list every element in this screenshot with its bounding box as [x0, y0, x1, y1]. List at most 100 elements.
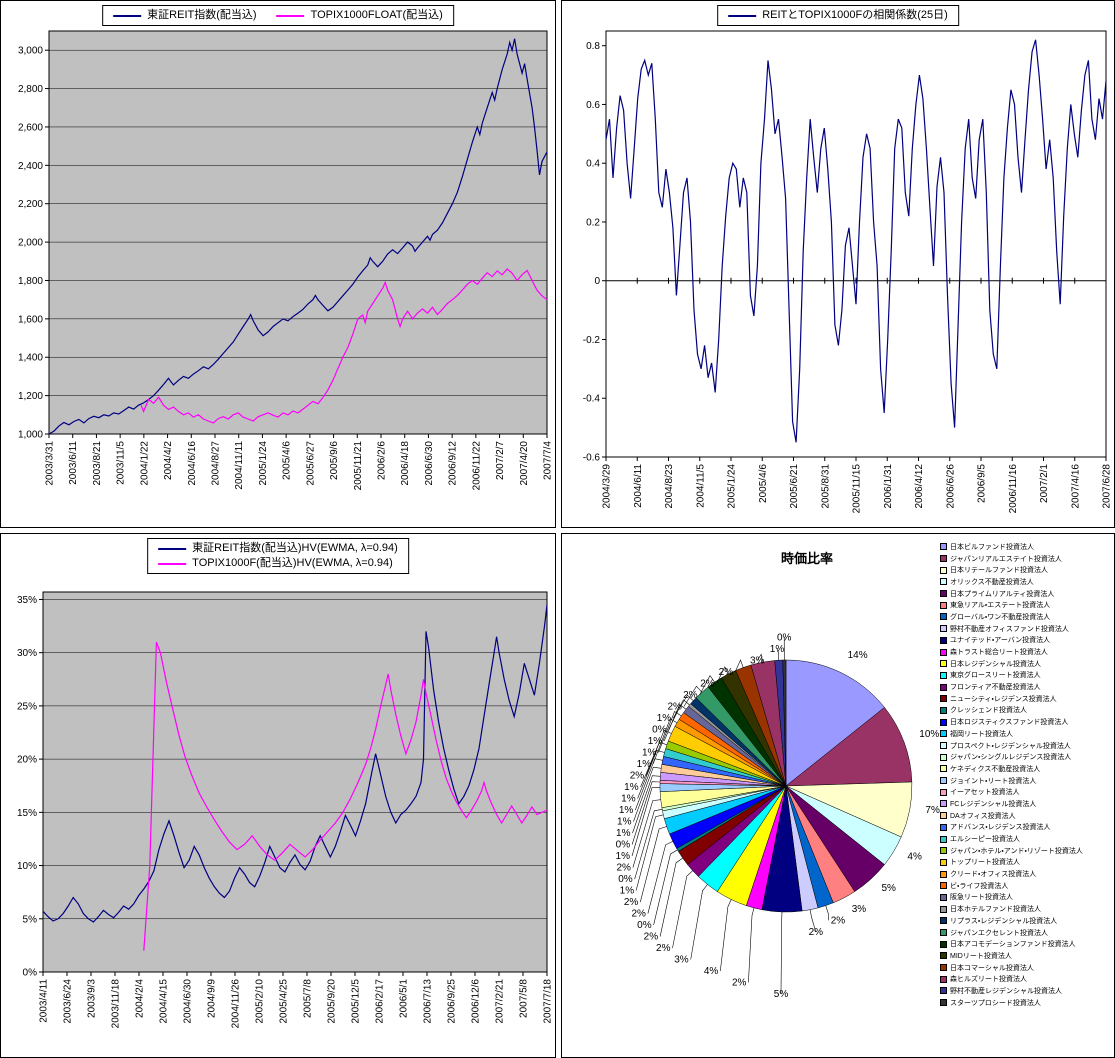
x-tick-label: 2005/4/25	[279, 979, 290, 1024]
x-tick-label: 2004/11/5	[695, 464, 706, 508]
pie-legend-item: ジャパンリアルエステイト投資法人	[940, 553, 1112, 565]
pie-label-leader	[699, 675, 715, 696]
pie-legend-item: ジョイント・リート投資法人	[940, 775, 1112, 787]
pie-legend-item: 森トラスト総合リート投資法人	[940, 646, 1112, 658]
pie-slice-label: 0%	[616, 840, 631, 851]
pie-chart-title: 時価比率	[780, 551, 833, 566]
x-tick-label: 2003/6/24	[63, 979, 74, 1024]
pie-legend-swatch-icon	[940, 765, 947, 773]
pie-legend-item: リプラス・レジデンシャル投資法人	[940, 915, 1112, 927]
pie-legend-item: 東急リアル・エステート投資法人	[940, 599, 1112, 611]
pie-label-leader	[756, 653, 763, 663]
pie-legend-label: 日本リテールファンド投資法人	[950, 567, 1048, 575]
x-tick-label: 2004/8/23	[664, 464, 675, 509]
x-tick-label: 2005/9/6	[329, 441, 340, 480]
pie-legend-swatch-icon	[940, 964, 947, 972]
pie-slice-label: 0%	[637, 920, 652, 931]
pie-legend-item: クリード・オフィス投資法人	[940, 868, 1112, 880]
pie-slice-label: 2%	[616, 863, 631, 874]
x-tick-label: 2003/4/11	[39, 979, 50, 1023]
y-tick-label: 1,400	[18, 353, 43, 364]
pie-legend-swatch-icon	[940, 835, 947, 843]
pie-legend-swatch-icon	[940, 706, 947, 714]
pie-legend-item: フロンティア不動産投資法人	[940, 681, 1112, 693]
pie-slice-label: 2%	[831, 915, 846, 926]
x-tick-label: 2006/9/12	[448, 441, 459, 486]
y-tick-label: 0	[594, 276, 600, 287]
x-tick-label: 2006/11/22	[471, 441, 482, 491]
x-tick-label: 2007/7/4	[543, 441, 554, 480]
x-tick-label: 2005/8/31	[820, 464, 831, 509]
x-tick-label: 2006/9/5	[977, 464, 988, 503]
legend-item-topix-hv: TOPIX1000F(配当込)HV(EWMA, λ=0.94)	[158, 556, 393, 571]
pie-label-leader	[647, 841, 673, 914]
x-tick-label: 2003/11/18	[111, 979, 122, 1029]
x-tick-label: 2005/12/5	[351, 979, 362, 1024]
plot-area	[605, 30, 1107, 458]
pie-legend-swatch-icon	[940, 695, 947, 703]
pie-legend-swatch-icon	[940, 543, 947, 551]
plot-area	[48, 30, 548, 435]
x-tick-label: 2004/6/16	[187, 441, 198, 486]
pie-legend-item: クレッシェンド投資法人	[940, 705, 1112, 717]
x-tick-label: 2003/6/11	[68, 441, 79, 485]
pie-legend-item: DAオフィス投資法人	[940, 810, 1112, 822]
y-tick-label: 20%	[17, 755, 37, 766]
pie-label-leader	[635, 814, 664, 891]
y-tick-label: 2,600	[18, 122, 43, 133]
pie-legend-swatch-icon	[940, 566, 947, 574]
pie-legend-label: エルシーピー投資法人	[950, 836, 1020, 844]
pie-legend-swatch-icon	[940, 625, 947, 633]
x-tick-label: 2003/11/5	[116, 441, 127, 485]
x-tick-label: 2007/4/16	[1070, 464, 1081, 509]
pie-legend-label: フロンティア不動産投資法人	[950, 684, 1041, 692]
pie-legend-label: 東京グロースリート投資法人	[950, 672, 1041, 680]
pie-legend-item: 野村不動産オフィスファンド投資法人	[940, 623, 1112, 635]
pie-slice-label: 2%	[644, 932, 659, 943]
y-tick-label: 0.2	[586, 217, 600, 228]
x-tick-label: 2007/2/21	[495, 979, 506, 1024]
pie-legend-label: ジャパン・ホテル・アンド・リゾート投資法人	[950, 847, 1083, 855]
pie-legend-label: オリックス不動産投資法人	[950, 578, 1034, 586]
pie-slice-label: 1%	[657, 713, 672, 724]
pie-legend-item: ユナイテッド・アーバン投資法人	[940, 635, 1112, 647]
pie-legend-swatch-icon	[940, 929, 947, 937]
plot-area	[42, 591, 548, 973]
pie-label-leader	[631, 787, 661, 857]
pie-legend-item: 日本コマーシャル投資法人	[940, 962, 1112, 974]
pie-slice-label: 7%	[925, 805, 940, 816]
x-tick-label: 2005/9/20	[327, 979, 338, 1024]
pie-legend-swatch-icon	[940, 777, 947, 785]
pie-slice-label: 2%	[700, 679, 715, 690]
x-tick-label: 2006/4/18	[400, 441, 411, 486]
pie-legend-label: ジャパンエクセレント投資法人	[950, 929, 1048, 937]
x-tick-label: 2007/4/20	[519, 441, 530, 486]
pie-label-leader	[748, 907, 755, 983]
x-tick-label: 2004/9/9	[207, 979, 218, 1018]
y-tick-label: 1,800	[18, 276, 43, 287]
pie-legend-item: 野村不動産レジデンシャル投資法人	[940, 985, 1112, 997]
pie-legend-item: 日本リテールファンド投資法人	[940, 564, 1112, 576]
pie-label-leader	[663, 704, 687, 742]
pie-slice	[785, 707, 913, 787]
pie-legend-swatch-icon	[940, 975, 947, 983]
pie-legend-item: 日本レジデンシャル投資法人	[940, 658, 1112, 670]
pie-label-leader	[637, 750, 665, 799]
pie-legend-swatch-icon	[940, 788, 947, 796]
x-tick-label: 2003/9/3	[87, 979, 98, 1018]
pie-legend-swatch-icon	[940, 742, 947, 750]
pie-legend-label: ユナイテッド・アーバン投資法人	[950, 637, 1051, 645]
pie-slice-label: 2%	[656, 943, 671, 954]
y-tick-label: -0.6	[583, 453, 601, 464]
pie-slice-label: 3%	[750, 656, 765, 667]
pie-label-leader	[690, 884, 708, 960]
pie-legend-label: MIDリート投資法人	[950, 952, 1012, 960]
pie-label-leader	[734, 659, 744, 673]
topix1000float-series-label: TOPIX1000FLOAT(配当込)	[310, 9, 443, 21]
pie-legend-swatch-icon	[940, 601, 947, 609]
y-tick-label: 2,800	[18, 84, 43, 95]
pie-slice	[785, 659, 885, 787]
pie-label-leader	[780, 911, 783, 995]
pie-legend-swatch-icon	[940, 823, 947, 831]
x-tick-label: 2004/1/22	[139, 441, 150, 486]
